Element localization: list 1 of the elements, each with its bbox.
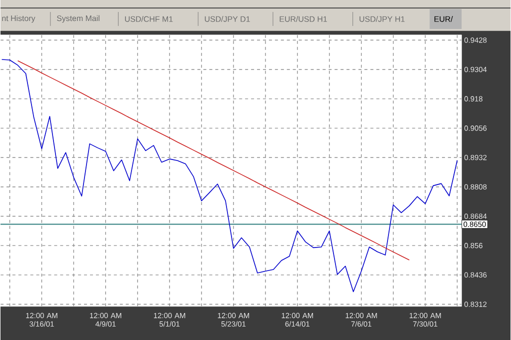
line-series — [1, 58, 458, 292]
